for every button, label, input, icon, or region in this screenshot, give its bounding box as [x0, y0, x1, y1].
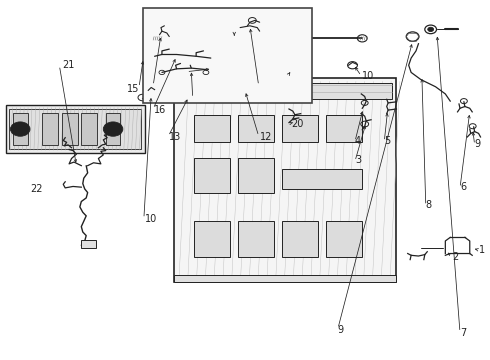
- Text: 22: 22: [30, 184, 43, 194]
- Bar: [106, 113, 121, 145]
- Text: 21: 21: [62, 60, 74, 70]
- Text: 15: 15: [126, 84, 139, 94]
- Text: 1: 1: [479, 245, 485, 255]
- Bar: [5, 105, 145, 153]
- Bar: [238, 221, 274, 257]
- Bar: [194, 221, 230, 257]
- Text: 11: 11: [186, 67, 198, 77]
- Text: 16: 16: [154, 105, 166, 115]
- Bar: [282, 221, 319, 257]
- Text: 5: 5: [384, 136, 391, 145]
- Text: 2: 2: [453, 252, 459, 262]
- Bar: [326, 116, 362, 142]
- Text: 12: 12: [260, 132, 272, 142]
- Bar: [179, 83, 392, 99]
- Bar: [194, 158, 230, 193]
- Text: 10: 10: [145, 215, 157, 224]
- Bar: [9, 109, 141, 149]
- Bar: [238, 116, 274, 142]
- Circle shape: [428, 27, 434, 32]
- Text: 9: 9: [475, 139, 481, 149]
- Bar: [62, 113, 78, 145]
- Bar: [194, 116, 230, 142]
- Text: 13: 13: [169, 132, 181, 142]
- Text: 4: 4: [355, 136, 361, 145]
- Text: 18: 18: [260, 82, 272, 92]
- Bar: [42, 113, 58, 145]
- Text: 6: 6: [460, 182, 466, 192]
- Text: 19: 19: [194, 94, 206, 104]
- Text: 7: 7: [460, 328, 466, 338]
- Bar: [326, 221, 362, 257]
- Bar: [282, 169, 362, 189]
- Bar: [174, 78, 396, 282]
- Circle shape: [10, 122, 30, 136]
- Text: 14: 14: [235, 28, 247, 38]
- Bar: [282, 116, 319, 142]
- Bar: [144, 8, 312, 103]
- Bar: [81, 113, 98, 145]
- Text: 9: 9: [338, 325, 344, 335]
- Circle shape: [103, 122, 123, 136]
- Text: 13: 13: [289, 71, 301, 81]
- Text: 10: 10: [362, 71, 374, 81]
- Bar: [13, 113, 27, 145]
- Bar: [81, 240, 96, 248]
- Text: 17: 17: [154, 82, 166, 92]
- Text: 20: 20: [292, 120, 304, 129]
- Bar: [238, 158, 274, 193]
- Bar: [174, 275, 396, 282]
- Text: 8: 8: [426, 200, 432, 210]
- Text: 3: 3: [355, 155, 361, 165]
